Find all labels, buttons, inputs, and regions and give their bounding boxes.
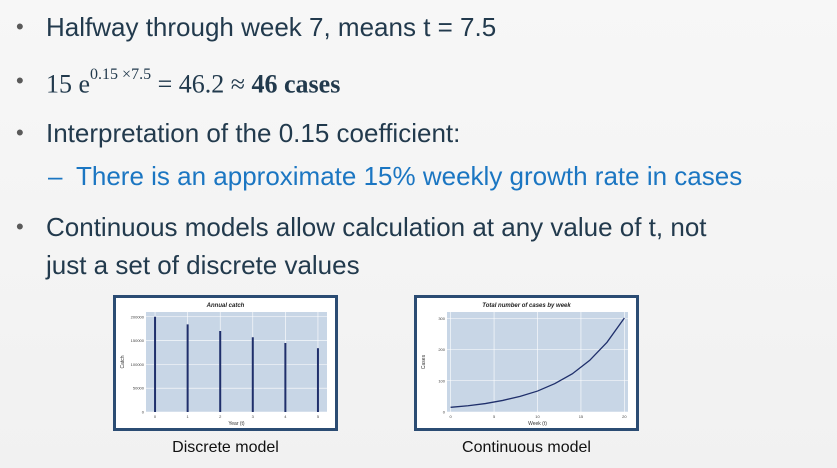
- x-tick-label: 2: [219, 414, 222, 419]
- bullet-dot: •: [16, 68, 24, 93]
- x-tick-label: 5: [493, 414, 496, 419]
- x-tick-label: 3: [252, 414, 255, 419]
- formula-equals: = 46.2 ≈: [157, 69, 246, 99]
- caption-continuous: Continuous model: [462, 439, 591, 456]
- x-tick-label: 15: [579, 414, 584, 419]
- bullet-dot: •: [16, 14, 24, 39]
- y-axis-label: Catch: [120, 355, 126, 368]
- x-axis-label: Year (t): [228, 421, 245, 427]
- sub-bullet-dash: –: [48, 161, 63, 191]
- discrete-chart-frame: Annual catch Year (t) Catch 0 50000 100000 150…: [113, 295, 338, 431]
- formula: 15 e0.15 ×7.5 = 46.2 ≈ 46 cases: [46, 64, 340, 100]
- y-tick-label: 300: [438, 316, 445, 321]
- bullet-4-line-2: just a set of discrete values: [46, 250, 360, 280]
- y-tick-label: 0: [443, 410, 446, 415]
- y-tick-label: 100000: [131, 362, 145, 367]
- series-line: [450, 317, 625, 408]
- x-tick-label: 1: [187, 414, 190, 419]
- x-tick-label: 0: [450, 414, 453, 419]
- chart-title: Total number of cases by week: [482, 303, 571, 309]
- y-axis-label: Cases: [421, 354, 427, 369]
- bullet-4-line-1: Continuous models allow calculation at a…: [46, 212, 707, 242]
- y-tick-label: 150000: [131, 338, 145, 343]
- formula-exponent: 0.15 ×7.5: [90, 66, 152, 83]
- y-tick-label: 200000: [131, 314, 145, 319]
- y-tick-label: 0: [142, 410, 145, 415]
- x-tick-label: 4: [284, 414, 287, 419]
- x-tick-label: 10: [535, 414, 540, 419]
- continuous-chart-frame: Total number of cases by week Week (t) Cas…: [414, 295, 639, 431]
- x-axis-label: Week (t): [528, 421, 547, 427]
- formula-base: 15 e: [46, 69, 91, 99]
- bullet-3-text: Interpretation of the 0.15 coefficient:: [46, 118, 461, 148]
- bullet-dot: •: [16, 214, 24, 239]
- x-tick-label: 5: [317, 414, 320, 419]
- sub-bullet-text: There is an approximate 15% weekly growt…: [76, 161, 743, 191]
- x-tick-label: 0: [154, 414, 157, 419]
- y-tick-label: 200: [438, 347, 445, 352]
- chart-title: Annual catch: [206, 303, 245, 309]
- bullet-dot: •: [16, 120, 24, 145]
- y-tick-label: 50000: [133, 386, 145, 391]
- formula-result: 46 cases: [251, 69, 341, 99]
- plot-area: [146, 312, 327, 412]
- bullet-1-text: Halfway through week 7, means t = 7.5: [46, 12, 497, 42]
- continuous-chart: Total number of cases by week Week (t) Cas…: [417, 298, 636, 428]
- caption-discrete: Discrete model: [172, 439, 279, 456]
- y-tick-label: 100: [438, 378, 445, 383]
- x-tick-label: 20: [622, 414, 627, 419]
